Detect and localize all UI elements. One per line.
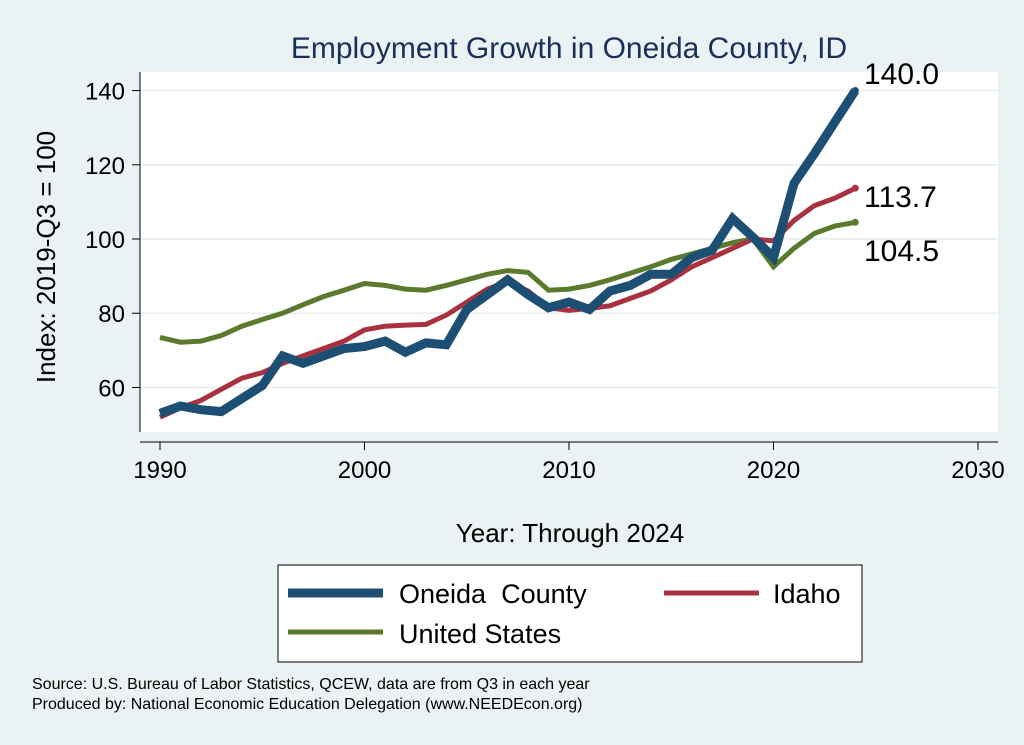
legend: Oneida County Idaho United States [277,564,863,663]
x-tick-label-2030: 2030 [951,457,1004,484]
legend-label-us: United States [399,619,561,649]
series-lines [158,88,860,420]
x-tick-label-2000: 2000 [338,457,391,484]
end-marker-us [851,218,859,226]
legend-box [277,564,863,663]
source-note: Source: U.S. Bureau of Labor Statistics,… [32,676,590,693]
legend-label-idaho: Idaho [773,579,841,609]
y-tick-label-100: 100 [85,227,125,254]
y-tick-label-120: 120 [85,153,125,180]
producer-note: Produced by: National Economic Education… [32,696,583,713]
x-axis-ticks: 1990 2000 2010 2020 2030 [133,442,1005,484]
end-label-us: 104.5 [864,235,939,268]
y-tick-label-60: 60 [98,375,125,402]
x-tick-label-1990: 1990 [133,457,186,484]
series-line-us [159,219,856,345]
plot-area [140,72,998,432]
x-axis-title: Year: Through 2024 [456,518,684,548]
chart-title: Employment Growth in Oneida County, ID [291,32,847,65]
end-label-oneida: 140.0 [864,58,939,91]
y-tick-label-140: 140 [85,79,125,106]
y-axis-title: Index: 2019-Q3 = 100 [31,131,61,383]
x-tick-label-2020: 2020 [747,457,800,484]
legend-label-oneida: Oneida County [399,579,587,609]
series-line-oneida [158,88,860,418]
end-value-labels: 140.0 113.7 104.5 [851,58,939,268]
x-tick-label-2010: 2010 [542,457,595,484]
end-label-idaho: 113.7 [864,181,937,214]
y-tick-label-80: 80 [98,301,125,328]
y-axis-ticks: 60 80 100 120 140 [85,79,140,402]
end-marker-idaho [851,184,859,192]
end-marker-oneida [851,87,859,95]
